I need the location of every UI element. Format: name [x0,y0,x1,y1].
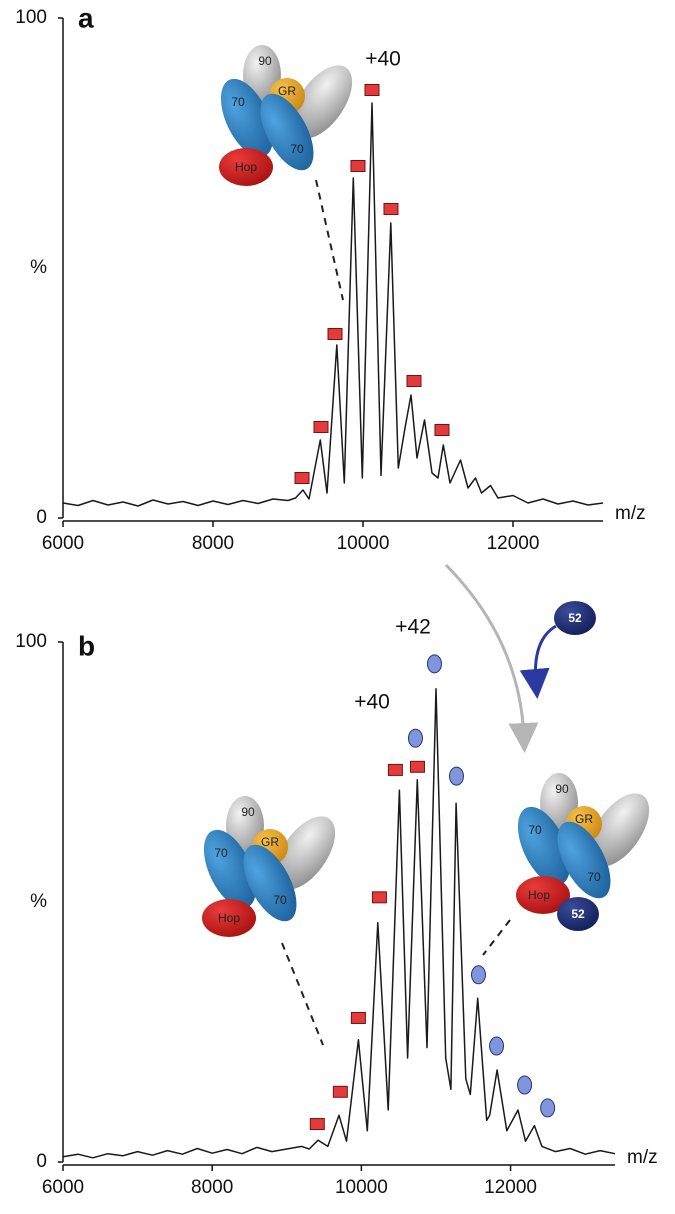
charge-marker [540,1098,556,1118]
ligand-label: 52 [568,611,582,625]
complex-label: 70 [273,893,287,907]
charge-marker [448,766,464,786]
arrow [519,624,557,699]
charge-marker [350,160,366,172]
y-tick-label: 0 [36,1151,47,1172]
complex-cartoon: 90 GR 70 70 Hop 52 [507,773,662,931]
complex-label: 70 [587,870,601,884]
charge-annotation: +40 [354,691,390,714]
charge-marker [470,965,486,985]
complex-cartoon: 90 GR 70 70 Hop [193,796,348,937]
x-tick-label: 8000 [191,1177,233,1198]
connector [315,179,344,301]
complex-label: Hop [528,888,550,902]
charge-marker [409,760,425,773]
complex-label: 90 [241,805,255,819]
y-tick-label: 0 [36,507,47,528]
complex-label: Hop [218,911,240,925]
x-axis-label: m/z [627,1147,658,1168]
charge-marker [364,84,380,96]
connector [482,919,511,956]
x-axis-label: m/z [615,503,646,524]
arrow [444,563,539,753]
complex-label: 70 [528,823,542,837]
complex-label: 70 [231,95,245,109]
x-tick-label: 10000 [337,533,390,554]
charge-marker [387,763,403,776]
x-tick-label: 6000 [42,1177,84,1198]
x-tick-label: 12000 [484,1177,537,1198]
y-tick-label: 100 [15,631,47,652]
charge-marker [517,1075,533,1095]
complex-cartoon: 90 GR 70 70 Hop [210,45,365,301]
charge-marker [350,1011,366,1024]
ligand [554,601,596,635]
connector [281,942,324,1046]
charge-annotation: +40 [365,48,401,71]
x-tick-label: 10000 [335,1177,388,1198]
charge-marker [426,654,442,674]
charge-marker [332,1085,348,1098]
charge-marker [309,1118,325,1131]
complex-label: 90 [555,782,569,796]
complex-label: 70 [290,142,304,156]
complex-label: 52 [571,907,585,921]
complex-label: GR [575,812,593,826]
charge-marker [407,728,423,748]
charge-marker [383,203,399,215]
spectrum-line [62,102,604,507]
complex-label: GR [261,835,279,849]
complex-label: Hop [235,160,257,174]
spectrum-line [62,688,616,1159]
y-axis-label: % [30,257,47,278]
charge-marker [294,472,310,484]
complex-label: 70 [214,846,228,860]
charge-marker [434,424,450,436]
charge-marker [313,421,329,433]
complex-label: 90 [258,54,272,68]
charge-annotation: +42 [395,616,431,639]
y-tick-label: 100 [15,7,47,28]
x-tick-label: 8000 [192,533,234,554]
charge-marker [406,375,422,387]
charge-marker [371,891,387,904]
x-tick-label: 12000 [487,533,540,554]
y-axis-label: % [30,891,47,912]
complex-label: GR [278,84,296,98]
charge-marker [489,1036,505,1056]
panel-letter: b [78,630,95,661]
charge-marker [327,328,343,340]
panel-letter: a [78,2,94,33]
x-tick-label: 6000 [42,533,84,554]
